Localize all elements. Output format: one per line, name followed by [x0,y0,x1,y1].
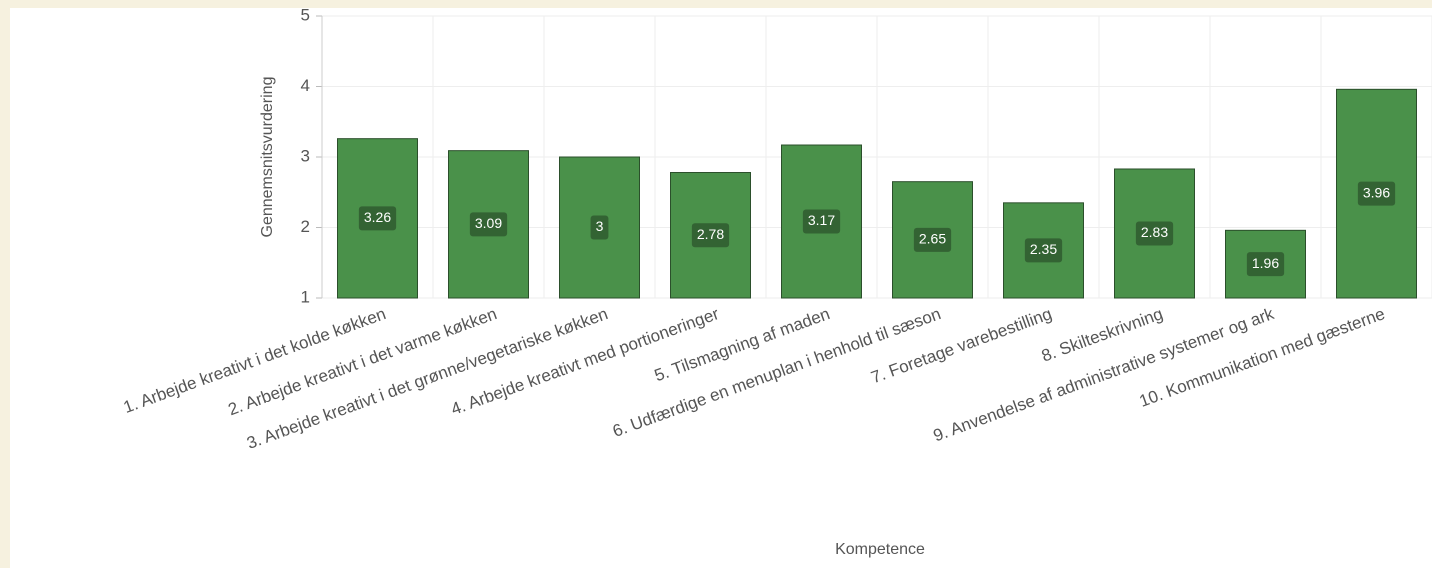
value-label-box [358,206,397,231]
y-tick-label: 5 [301,5,310,24]
value-label-box [691,223,730,248]
value-label-box [1135,221,1174,246]
value-label: 3.09 [475,215,502,231]
value-label: 2.83 [1141,224,1168,240]
value-label-box [1024,238,1063,263]
y-tick-label: 1 [301,287,310,306]
value-label-box [1357,181,1396,206]
value-label: 3 [596,218,604,234]
value-label-box [913,227,952,252]
value-label: 3.17 [808,212,835,228]
value-label-box [1246,252,1285,277]
y-axis-title: Gennemsnitsvurdering [259,77,276,238]
value-label-box [590,215,609,240]
value-label-box [802,209,841,234]
value-label: 3.96 [1363,184,1390,200]
y-tick-label: 2 [301,217,310,236]
y-tick-label: 3 [301,146,310,165]
y-tick-label: 4 [301,76,310,95]
x-axis-title: Kompetence [835,541,925,558]
value-label: 2.65 [919,231,946,247]
value-label: 1.96 [1252,255,1279,271]
value-label: 2.35 [1030,241,1057,257]
value-label: 2.78 [697,226,724,242]
value-label: 3.26 [364,209,391,225]
value-label-box [469,212,508,237]
